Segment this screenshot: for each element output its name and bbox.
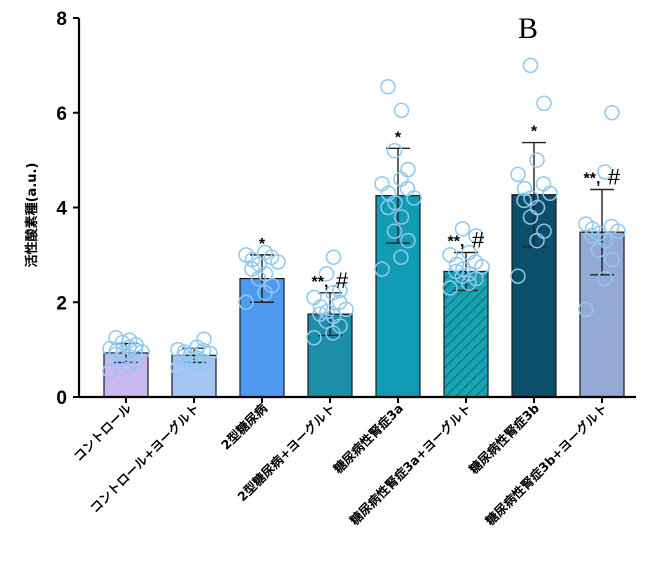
data-point <box>393 249 409 265</box>
data-point <box>510 166 526 183</box>
y-tick-label: 2 <box>56 293 67 314</box>
data-point <box>516 180 533 197</box>
data-point <box>374 261 390 277</box>
data-point <box>102 363 118 379</box>
data-point <box>400 161 416 178</box>
data-point <box>318 266 335 282</box>
y-tick-label: 0 <box>56 388 67 409</box>
bar-4 <box>307 313 353 398</box>
significance-hash-6: # <box>472 228 485 253</box>
y-tick-label: 4 <box>56 199 67 220</box>
data-point <box>393 209 410 225</box>
data-point <box>393 171 409 187</box>
data-point <box>604 251 620 268</box>
data-point <box>454 221 471 237</box>
data-point <box>325 285 341 301</box>
data-point <box>522 57 539 74</box>
data-point <box>306 289 322 306</box>
significance-hash-8: # <box>608 164 621 189</box>
data-point <box>597 164 613 180</box>
x-tick-label-2: コントロール+ヨーグルト <box>87 401 202 516</box>
data-point <box>393 102 410 119</box>
data-point <box>312 306 328 322</box>
data-point <box>374 176 390 192</box>
data-point <box>108 330 124 346</box>
x-tick-label-7: 糖尿病性腎症3b <box>466 400 542 476</box>
significance-stars-5: * <box>395 129 402 146</box>
data-points-layer <box>102 57 626 379</box>
data-point <box>529 152 545 168</box>
significance-hash-4: # <box>336 268 349 293</box>
y-tick-label: 8 <box>56 9 67 30</box>
data-point <box>332 282 348 299</box>
data-point <box>264 277 280 294</box>
data-point <box>578 301 594 318</box>
data-point <box>603 218 620 235</box>
data-point <box>578 216 594 232</box>
data-point <box>536 95 552 112</box>
error-bars-layer <box>114 141 614 364</box>
data-point <box>238 247 254 263</box>
significance-stars-4: **, <box>312 274 329 291</box>
data-point <box>510 268 526 284</box>
bar-6 <box>443 270 489 398</box>
significance-stars-6: **, <box>448 234 465 251</box>
data-point <box>516 192 532 209</box>
panel-label: B <box>518 12 538 45</box>
data-point <box>597 270 613 287</box>
data-point <box>386 223 403 239</box>
data-point <box>448 263 464 280</box>
x-tick-label-3: 2型糖尿病 <box>218 400 270 452</box>
x-tick-label-8: 糖尿病性腎症3b+ヨーグルト <box>482 401 610 529</box>
data-point <box>535 176 552 192</box>
y-axis-label: 活性酸素種(a.u.) <box>24 163 40 268</box>
significance-stars-7: * <box>531 124 538 141</box>
y-tick-label: 6 <box>56 104 67 125</box>
data-point <box>325 249 342 265</box>
data-point <box>468 228 484 244</box>
significance-stars-3: * <box>259 236 266 253</box>
data-point <box>536 223 552 239</box>
data-point <box>442 280 458 296</box>
data-point <box>442 247 458 263</box>
data-point <box>196 331 212 347</box>
x-tick-label-1: コントロール <box>70 400 134 464</box>
significance-stars-8: **, <box>584 170 601 187</box>
data-point <box>604 105 620 121</box>
data-point <box>400 232 416 249</box>
x-tick-label-6: 糖尿病性腎症3a+ヨーグルト <box>347 401 474 528</box>
data-point <box>380 78 396 95</box>
x-tick-label-5: 糖尿病性腎症3a <box>330 401 406 477</box>
data-point <box>238 294 254 310</box>
data-point <box>257 244 273 261</box>
error-bar-3 <box>250 254 274 303</box>
axes <box>73 17 636 403</box>
bars-layer <box>103 194 625 398</box>
data-point <box>399 180 416 197</box>
data-point <box>170 341 186 358</box>
data-point <box>461 244 477 261</box>
data-point <box>386 142 403 159</box>
data-point <box>306 330 322 346</box>
